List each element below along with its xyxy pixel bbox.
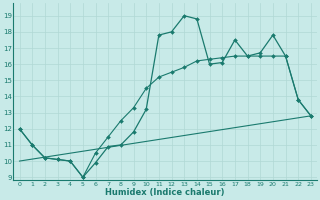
X-axis label: Humidex (Indice chaleur): Humidex (Indice chaleur) xyxy=(106,188,225,197)
